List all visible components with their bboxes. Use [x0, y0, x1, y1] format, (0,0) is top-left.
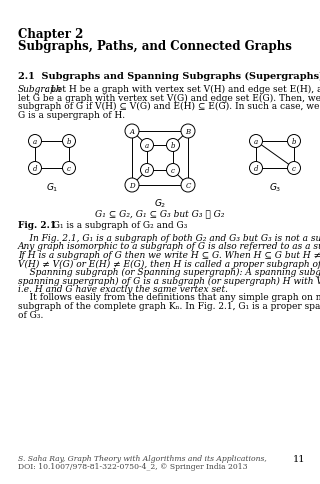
Text: b: b	[67, 138, 71, 146]
Circle shape	[287, 135, 300, 148]
Text: c: c	[67, 165, 71, 173]
Text: $G_1$: $G_1$	[46, 182, 58, 194]
Circle shape	[166, 164, 180, 177]
Text: of G₃.: of G₃.	[18, 310, 44, 319]
Text: Fig. 2.1: Fig. 2.1	[18, 221, 56, 229]
Circle shape	[125, 125, 139, 139]
Text: Spanning subgraph (or Spanning supergraph): A spanning subgraph (or: Spanning subgraph (or Spanning supergrap…	[18, 268, 320, 276]
Text: It follows easily from the definitions that any simple graph on n vertices is a: It follows easily from the definitions t…	[18, 293, 320, 302]
Text: spanning supergraph) of G is a subgraph (or supergraph) H with V(H) = V(G),: spanning supergraph) of G is a subgraph …	[18, 276, 320, 285]
Circle shape	[28, 135, 42, 148]
Text: V(H) ≠ V(G) or E(H) ≠ E(G), then H is called a proper subgraph of G.: V(H) ≠ V(G) or E(H) ≠ E(G), then H is ca…	[18, 259, 320, 268]
Text: $G_3$: $G_3$	[269, 182, 281, 194]
Text: G₁ is a subgraph of G₂ and G₃: G₁ is a subgraph of G₂ and G₃	[47, 221, 188, 229]
Circle shape	[250, 162, 262, 175]
Circle shape	[166, 139, 180, 152]
Text: c: c	[171, 166, 175, 175]
Text: a: a	[33, 138, 37, 146]
Text: D: D	[129, 182, 135, 190]
Text: G₁ ⊆ G₂, G₁ ⊆ G₃ but G₃ ⊈ G₂: G₁ ⊆ G₂, G₁ ⊆ G₃ but G₃ ⊈ G₂	[95, 209, 225, 217]
Text: d: d	[145, 166, 149, 175]
Text: Chapter 2: Chapter 2	[18, 28, 84, 41]
Text: a: a	[145, 142, 149, 150]
Text: Subgraphs, Paths, and Connected Graphs: Subgraphs, Paths, and Connected Graphs	[18, 40, 292, 53]
Text: Subgraph: Subgraph	[18, 85, 62, 94]
Text: 2.1  Subgraphs and Spanning Subgraphs (Supergraphs): 2.1 Subgraphs and Spanning Subgraphs (Su…	[18, 72, 320, 81]
Text: i.e. H and G have exactly the same vertex set.: i.e. H and G have exactly the same verte…	[18, 285, 228, 293]
Text: DOI: 10.1007/978-81-322-0750-4_2, © Springer India 2013: DOI: 10.1007/978-81-322-0750-4_2, © Spri…	[18, 462, 248, 470]
Text: subgraph of G if V(H) ⊆ V(G) and E(H) ⊆ E(G). In such a case, we also say that: subgraph of G if V(H) ⊆ V(G) and E(H) ⊆ …	[18, 102, 320, 111]
Text: b: b	[171, 142, 175, 150]
Text: d: d	[254, 165, 258, 173]
Text: let G be a graph with vertex set V(G) and edge set E(G). Then, we say that H is : let G be a graph with vertex set V(G) an…	[18, 93, 320, 103]
Circle shape	[62, 135, 76, 148]
Text: $G_2$: $G_2$	[154, 197, 166, 209]
Text: Any graph isomorphic to a subgraph of G is also referred to as a subgraph of G.: Any graph isomorphic to a subgraph of G …	[18, 242, 320, 251]
Text: : Let H be a graph with vertex set V(H) and edge set E(H), and similarly: : Let H be a graph with vertex set V(H) …	[45, 85, 320, 94]
Text: b: b	[292, 138, 296, 146]
Text: S. Saha Ray, Graph Theory with Algorithms and its Applications,: S. Saha Ray, Graph Theory with Algorithm…	[18, 454, 267, 462]
Text: B: B	[185, 128, 191, 136]
Circle shape	[62, 162, 76, 175]
Text: d: d	[33, 165, 37, 173]
Circle shape	[28, 162, 42, 175]
Text: a: a	[254, 138, 258, 146]
Circle shape	[125, 179, 139, 193]
Text: C: C	[185, 182, 191, 190]
Circle shape	[250, 135, 262, 148]
Text: In Fig. 2.1, G₁ is a subgraph of both G₂ and G₃ but G₃ is not a subgraph of G₂.: In Fig. 2.1, G₁ is a subgraph of both G₂…	[18, 233, 320, 242]
Text: subgraph of the complete graph Kₙ. In Fig. 2.1, G₁ is a proper spanning subgraph: subgraph of the complete graph Kₙ. In Fi…	[18, 302, 320, 310]
Text: c: c	[292, 165, 296, 173]
Circle shape	[140, 164, 154, 177]
Text: If H is a subgraph of G then we write H ⊆ G. When H ⊆ G but H ≠ G, i.e.,: If H is a subgraph of G then we write H …	[18, 251, 320, 259]
Text: G is a supergraph of H.: G is a supergraph of H.	[18, 110, 125, 119]
Circle shape	[181, 179, 195, 193]
Circle shape	[181, 125, 195, 139]
Circle shape	[140, 139, 154, 152]
Circle shape	[287, 162, 300, 175]
Text: 11: 11	[292, 454, 305, 463]
Text: A: A	[130, 128, 134, 136]
